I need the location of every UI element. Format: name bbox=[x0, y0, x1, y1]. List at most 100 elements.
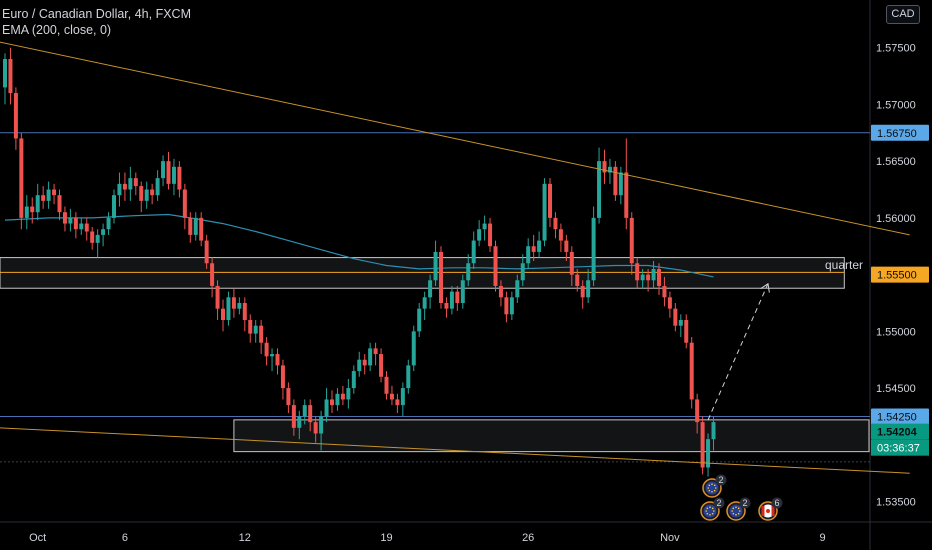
candle-body[interactable] bbox=[231, 297, 236, 309]
candle-body[interactable] bbox=[515, 280, 520, 298]
candle[interactable] bbox=[13, 87, 18, 150]
candle-body[interactable] bbox=[46, 189, 51, 201]
candle-body[interactable] bbox=[3, 59, 7, 88]
candle[interactable] bbox=[248, 314, 253, 343]
candle-body[interactable] bbox=[673, 308, 678, 326]
candle-body[interactable] bbox=[498, 285, 503, 298]
candle-body[interactable] bbox=[575, 274, 580, 286]
candle-body[interactable] bbox=[215, 285, 220, 309]
event-badge[interactable]: 2 bbox=[702, 474, 727, 498]
candle-body[interactable] bbox=[553, 217, 558, 230]
candle[interactable] bbox=[112, 189, 116, 224]
candle-body[interactable] bbox=[270, 354, 275, 357]
candle-body[interactable] bbox=[695, 399, 700, 423]
candle-body[interactable] bbox=[520, 263, 525, 281]
candle[interactable] bbox=[439, 246, 443, 309]
candle-body[interactable] bbox=[586, 280, 591, 298]
candle[interactable] bbox=[79, 217, 84, 235]
candle-body[interactable] bbox=[640, 274, 645, 281]
candle[interactable] bbox=[357, 351, 362, 377]
candle-body[interactable] bbox=[324, 399, 329, 417]
candle[interactable] bbox=[62, 206, 67, 232]
currency-badge[interactable]: CAD bbox=[886, 5, 920, 24]
candle-body[interactable] bbox=[275, 354, 280, 366]
price-label-green[interactable]: 1.54204 03:36:37 bbox=[871, 423, 929, 456]
candle-body[interactable] bbox=[210, 263, 215, 286]
candle-body[interactable] bbox=[444, 302, 449, 309]
candle-body[interactable] bbox=[340, 393, 345, 400]
candle[interactable] bbox=[564, 234, 569, 261]
candle[interactable] bbox=[379, 348, 384, 383]
candle[interactable] bbox=[346, 379, 351, 409]
demand-zone-rect[interactable] bbox=[233, 419, 870, 453]
candle-body[interactable] bbox=[646, 274, 651, 281]
candle[interactable] bbox=[351, 365, 356, 394]
candle-body[interactable] bbox=[618, 172, 623, 196]
candle-body[interactable] bbox=[62, 212, 67, 224]
candle[interactable] bbox=[548, 178, 552, 227]
candle-body[interactable] bbox=[112, 195, 116, 218]
candle[interactable] bbox=[515, 274, 520, 303]
price-label-blue[interactable]: 1.56750 bbox=[871, 124, 929, 141]
candle[interactable] bbox=[684, 314, 689, 349]
candle-body[interactable] bbox=[95, 234, 100, 243]
candle-body[interactable] bbox=[177, 166, 182, 190]
candle-body[interactable] bbox=[204, 240, 209, 264]
indicator-label[interactable]: EMA (200, close, 0) bbox=[2, 23, 112, 37]
lower-trendline[interactable] bbox=[0, 427, 910, 474]
candle-body[interactable] bbox=[624, 172, 629, 218]
candle-body[interactable] bbox=[400, 388, 405, 406]
candle[interactable] bbox=[199, 212, 204, 247]
candle[interactable] bbox=[455, 285, 460, 311]
candle-body[interactable] bbox=[417, 308, 422, 332]
candle-body[interactable] bbox=[57, 195, 62, 213]
candle[interactable] bbox=[122, 172, 127, 201]
candle[interactable] bbox=[313, 416, 318, 443]
candle[interactable] bbox=[629, 212, 634, 275]
candle-body[interactable] bbox=[128, 178, 133, 190]
candle-body[interactable] bbox=[564, 240, 569, 252]
candle-body[interactable] bbox=[389, 393, 394, 400]
candle[interactable] bbox=[482, 215, 487, 241]
candle[interactable] bbox=[362, 354, 367, 375]
candle-body[interactable] bbox=[155, 178, 160, 196]
candle[interactable] bbox=[558, 223, 563, 252]
candle-body[interactable] bbox=[477, 229, 482, 241]
candle-body[interactable] bbox=[635, 263, 640, 281]
candle[interactable] bbox=[395, 393, 400, 414]
descending-trendline[interactable] bbox=[0, 41, 910, 236]
candle-body[interactable] bbox=[52, 189, 57, 196]
candle[interactable] bbox=[253, 320, 258, 343]
candle[interactable] bbox=[242, 297, 247, 332]
candle-body[interactable] bbox=[330, 399, 334, 406]
candle[interactable] bbox=[264, 337, 269, 366]
candle[interactable] bbox=[166, 152, 171, 190]
candle-body[interactable] bbox=[580, 285, 585, 298]
candle-body[interactable] bbox=[700, 422, 705, 468]
event-badge[interactable]: 6 bbox=[758, 497, 783, 521]
candle[interactable] bbox=[384, 371, 389, 400]
candle[interactable] bbox=[270, 348, 275, 372]
candle-body[interactable] bbox=[428, 280, 433, 298]
candle-body[interactable] bbox=[684, 320, 689, 343]
candle[interactable] bbox=[373, 342, 378, 366]
price-label-blue[interactable]: 1.54250 bbox=[871, 408, 929, 425]
candle-body[interactable] bbox=[433, 251, 438, 281]
candle-body[interactable] bbox=[379, 354, 384, 377]
candle-body[interactable] bbox=[466, 263, 471, 281]
candle[interactable] bbox=[498, 280, 503, 307]
candle[interactable] bbox=[144, 181, 149, 209]
candle-body[interactable] bbox=[41, 195, 46, 201]
candle-body[interactable] bbox=[711, 422, 716, 440]
candle[interactable] bbox=[406, 359, 411, 394]
candle-body[interactable] bbox=[569, 251, 574, 275]
candle-body[interactable] bbox=[395, 399, 400, 406]
candle-body[interactable] bbox=[689, 342, 694, 400]
candle-body[interactable] bbox=[384, 376, 389, 394]
candle[interactable] bbox=[662, 276, 667, 307]
candle[interactable] bbox=[466, 254, 471, 286]
candle[interactable] bbox=[30, 197, 35, 224]
candle[interactable] bbox=[368, 342, 373, 372]
candle-body[interactable] bbox=[678, 320, 683, 326]
